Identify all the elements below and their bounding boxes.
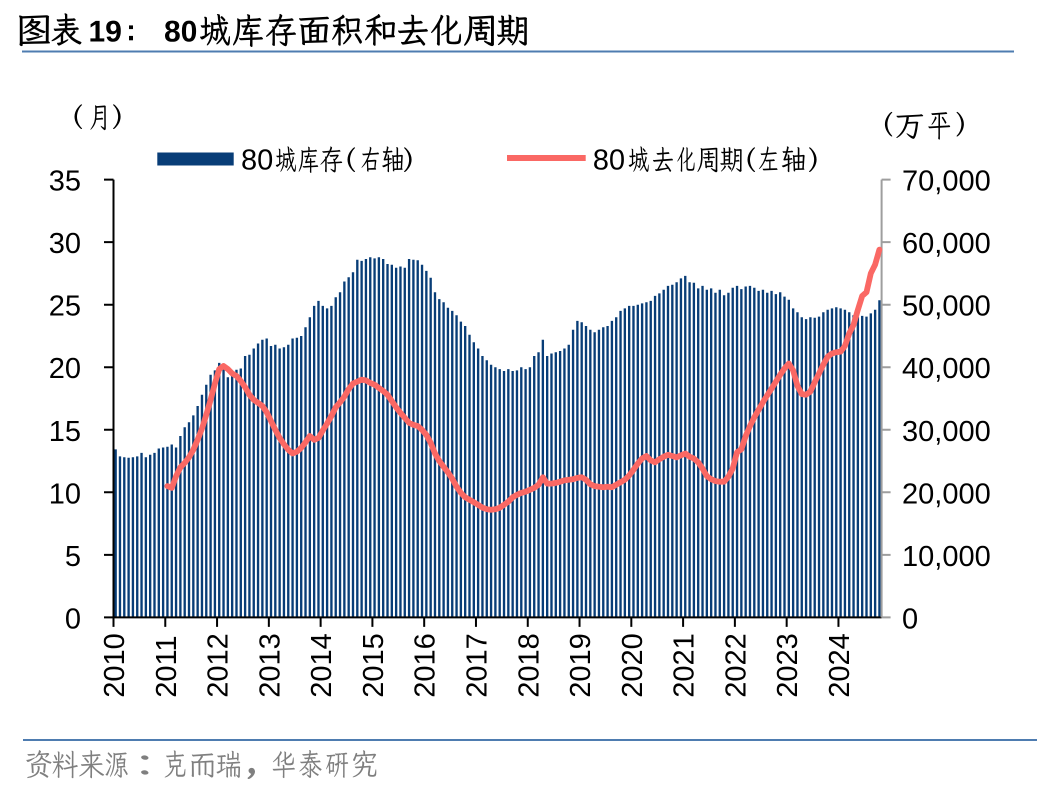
svg-text:30,000: 30,000 xyxy=(902,416,991,448)
svg-text:30: 30 xyxy=(49,228,81,260)
svg-text:2013: 2013 xyxy=(254,633,286,698)
svg-text:5: 5 xyxy=(65,541,81,573)
svg-text:2011: 2011 xyxy=(151,635,183,697)
svg-text:40,000: 40,000 xyxy=(902,353,991,385)
svg-text:2017: 2017 xyxy=(462,633,494,698)
svg-text:25: 25 xyxy=(49,291,81,323)
svg-text:20: 20 xyxy=(49,353,81,385)
svg-text:2024: 2024 xyxy=(824,633,856,698)
svg-text:20,000: 20,000 xyxy=(902,478,991,510)
svg-text:2023: 2023 xyxy=(772,633,804,698)
svg-text:2018: 2018 xyxy=(513,633,545,698)
svg-text:60,000: 60,000 xyxy=(902,228,991,260)
svg-text:10,000: 10,000 xyxy=(902,541,991,573)
svg-text:0: 0 xyxy=(902,603,918,635)
svg-text:10: 10 xyxy=(49,478,81,510)
svg-text:2012: 2012 xyxy=(203,633,235,698)
svg-text:2015: 2015 xyxy=(358,633,390,698)
svg-text:2016: 2016 xyxy=(410,633,442,698)
svg-text:35: 35 xyxy=(49,166,81,198)
svg-text:0: 0 xyxy=(65,603,81,635)
svg-text:70,000: 70,000 xyxy=(902,166,991,198)
svg-text:15: 15 xyxy=(49,416,81,448)
svg-text:50,000: 50,000 xyxy=(902,291,991,323)
svg-text:2010: 2010 xyxy=(99,633,131,698)
svg-text:2019: 2019 xyxy=(565,633,597,698)
svg-text:2020: 2020 xyxy=(617,633,649,698)
svg-text:2022: 2022 xyxy=(720,633,752,698)
svg-text:2021: 2021 xyxy=(669,633,701,698)
svg-text:2014: 2014 xyxy=(306,633,338,698)
